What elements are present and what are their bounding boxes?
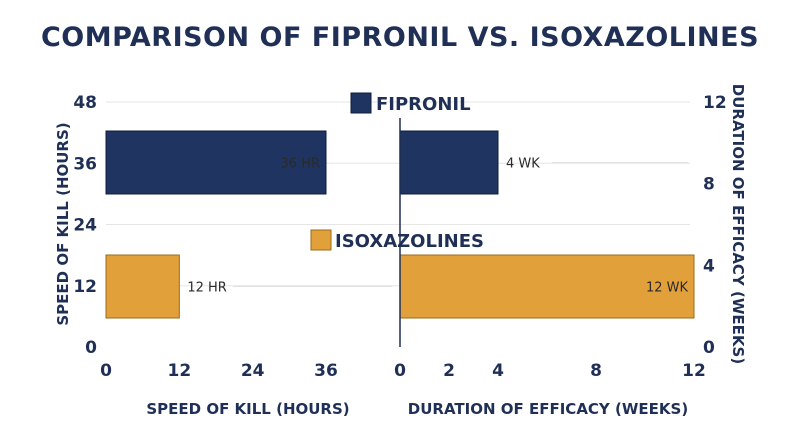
x-tick-label: 4 xyxy=(492,361,504,381)
left-tick-label: 48 xyxy=(73,93,97,113)
left-tick-label: 0 xyxy=(85,338,97,358)
right-tick-label: 0 xyxy=(703,338,715,358)
speed-axis-label: SPEED OF KILL (HOURS) xyxy=(146,400,349,418)
legend-label-isoxazolines: ISOXAZOLINES xyxy=(335,231,484,252)
data-label: 12 HR xyxy=(187,281,226,296)
x-tick-label: 12 xyxy=(167,361,191,381)
x-tick-label: 24 xyxy=(241,361,265,381)
right-axis-label: DURATION OF EFFICACY (WEEKS) xyxy=(729,84,747,364)
left-tick-label: 24 xyxy=(73,216,97,236)
x-tick-label: 8 xyxy=(590,361,602,381)
x-tick-label: 0 xyxy=(100,361,112,381)
x-tick-label: 36 xyxy=(314,361,338,381)
right-tick-label: 12 xyxy=(703,93,727,113)
right-axis: 0 4 8 12 xyxy=(703,93,727,358)
x-axis-ticks: 0 12 24 36 0 2 4 8 12 xyxy=(100,361,706,381)
right-tick-label: 4 xyxy=(703,256,715,276)
data-label: 36 HR xyxy=(281,157,320,172)
bars: 36 HR 12 HR 4 WK 12 WK xyxy=(105,130,695,319)
data-label: 4 WK xyxy=(506,157,540,172)
bar-speed-fipronil xyxy=(105,130,327,195)
legend-swatch-isoxazolines xyxy=(310,229,332,251)
right-tick-label: 8 xyxy=(703,175,715,195)
legend-label-fipronil: FIPRONIL xyxy=(376,94,471,115)
bar-duration-fipronil xyxy=(399,130,499,195)
bar-duration-isoxazolines xyxy=(399,254,695,319)
legend: FIPRONIL ISOXAZOLINES xyxy=(310,92,484,252)
left-tick-label: 36 xyxy=(73,154,97,174)
left-tick-label: 12 xyxy=(73,277,97,297)
x-tick-label: 2 xyxy=(443,361,455,381)
bar-speed-isoxazolines xyxy=(105,254,180,319)
left-axis-label: SPEED OF KILL (HOURS) xyxy=(54,122,72,325)
x-tick-label: 12 xyxy=(682,361,706,381)
duration-axis-label: DURATION OF EFFICACY (WEEKS) xyxy=(408,400,688,418)
legend-swatch-fipronil xyxy=(350,92,372,114)
left-axis: 0 12 24 36 48 xyxy=(73,93,97,358)
chart-title: COMPARISON OF FIPRONIL VS. ISOXAZOLINES xyxy=(41,22,759,53)
x-tick-label: 0 xyxy=(394,361,406,381)
data-label: 12 WK xyxy=(646,281,689,296)
